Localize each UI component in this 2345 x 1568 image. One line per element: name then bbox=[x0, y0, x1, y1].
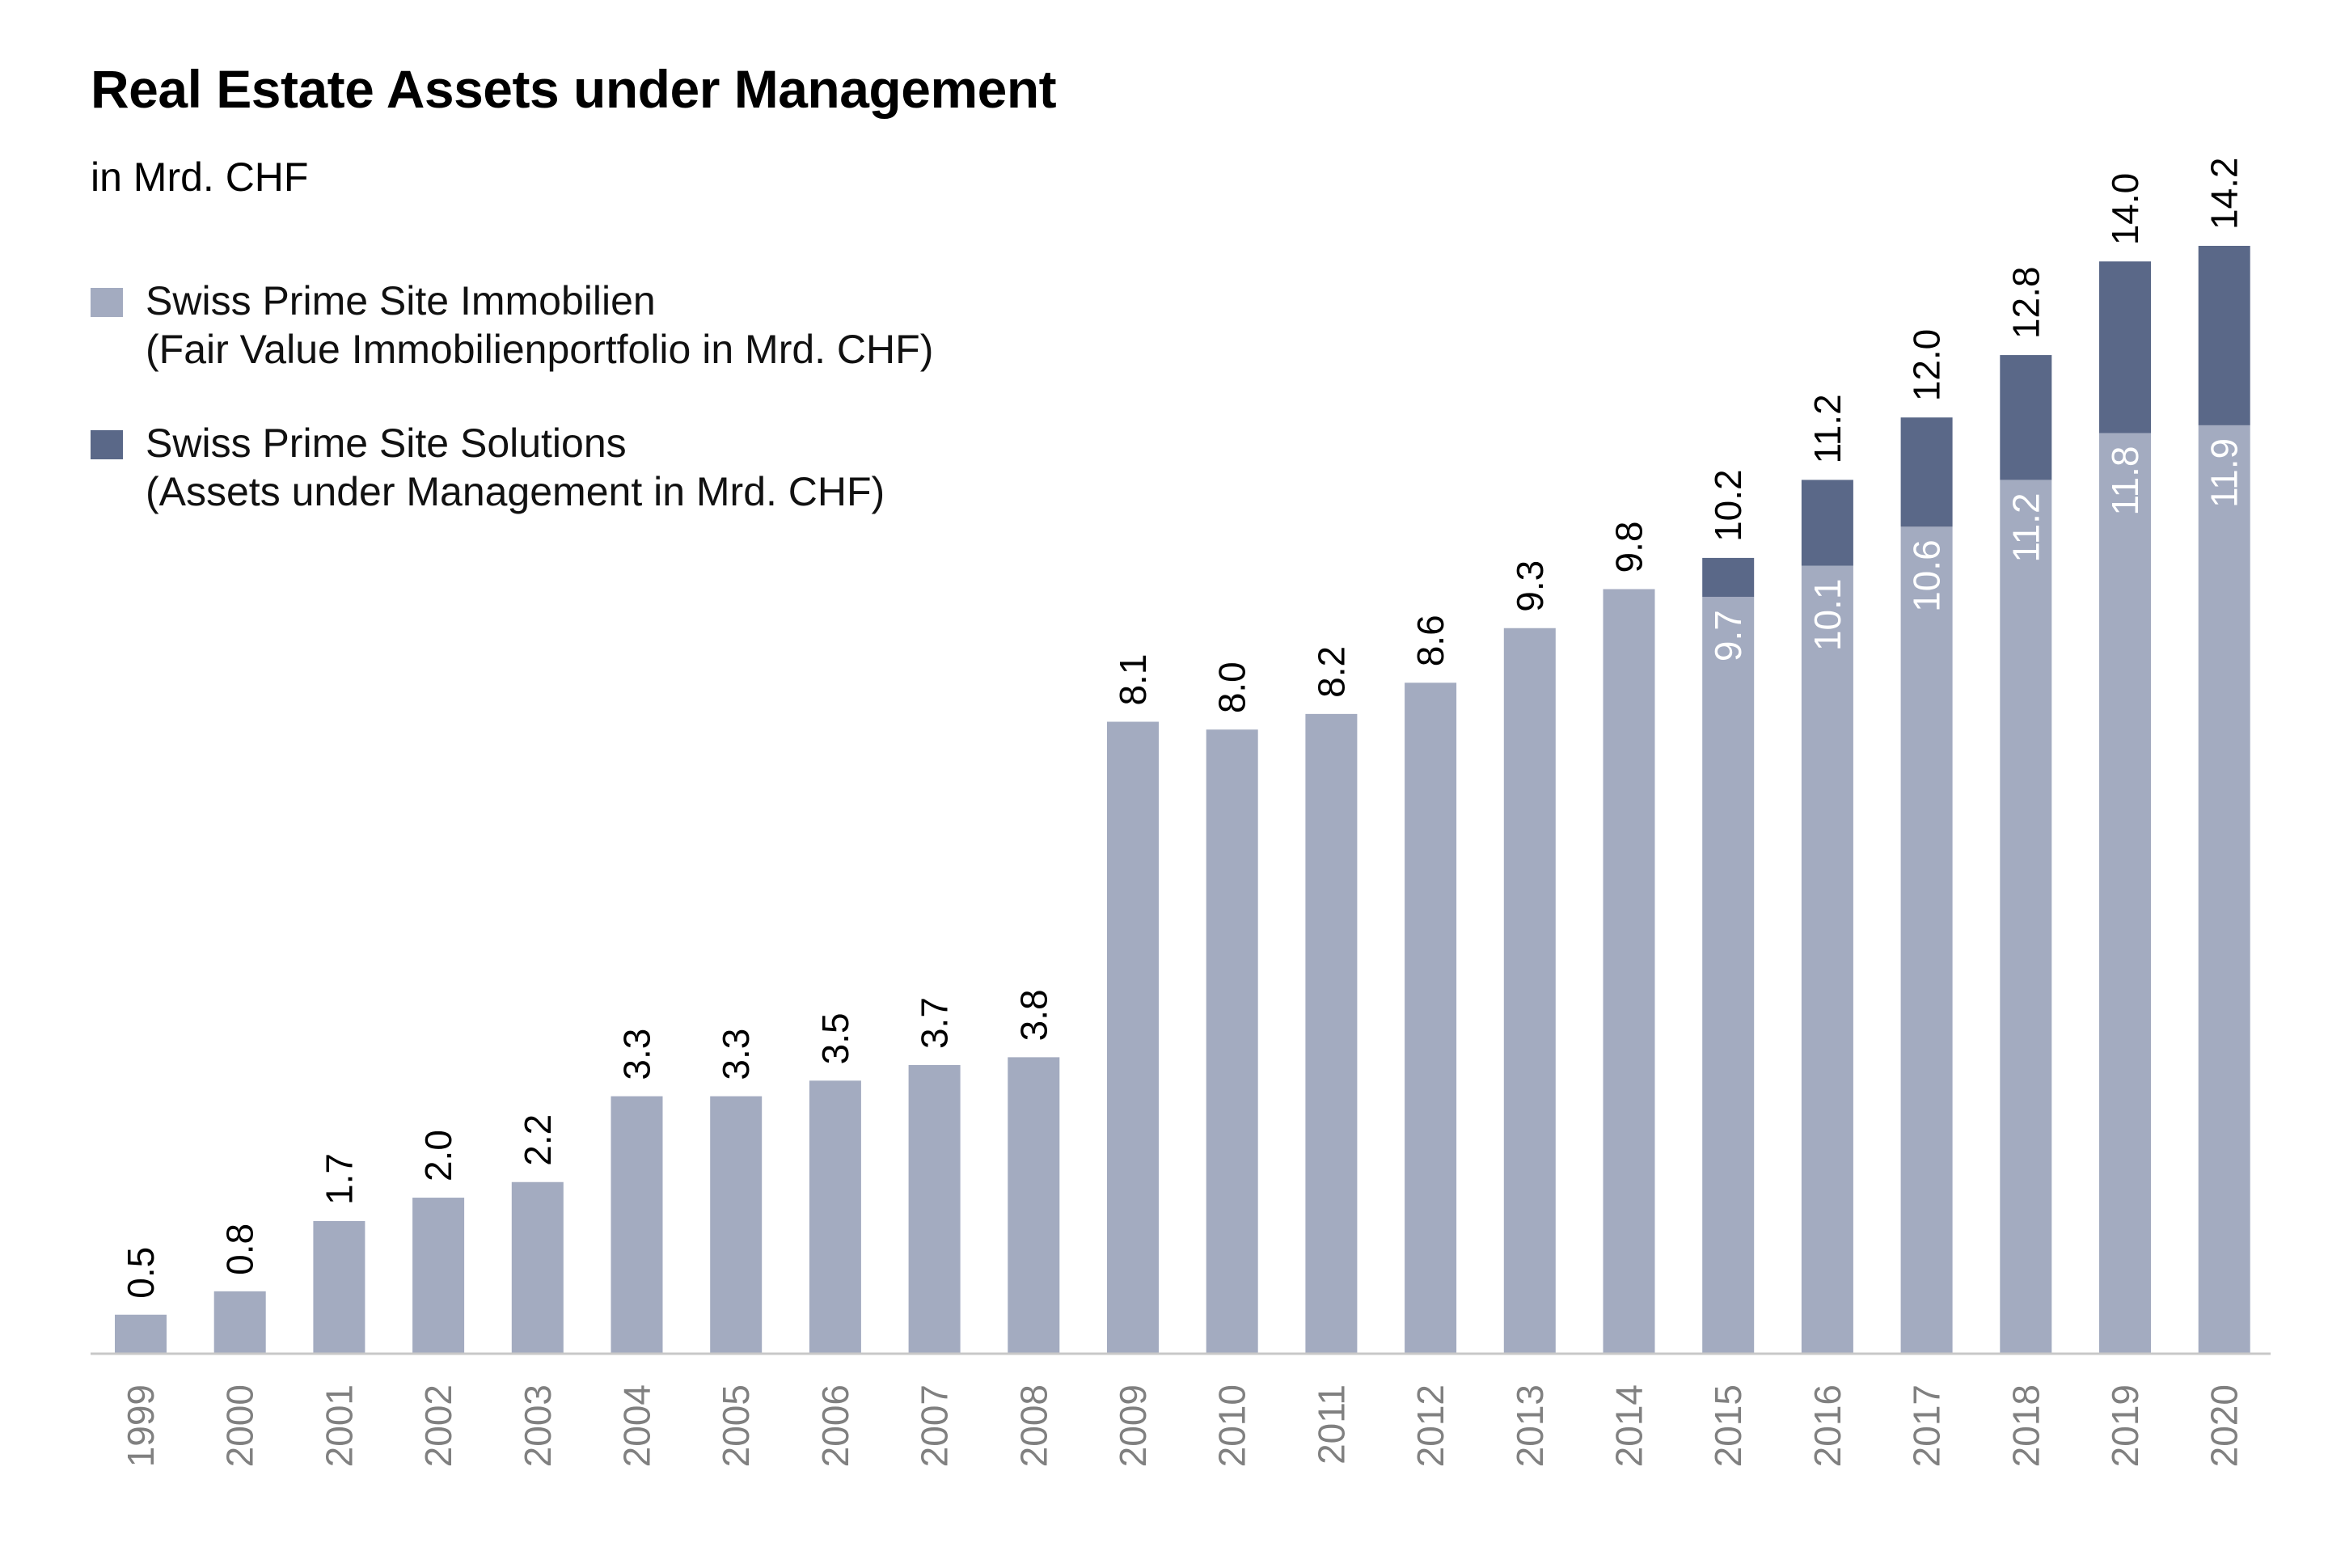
bar-immobilien-2015 bbox=[1702, 597, 1755, 1354]
total-value-label-2018: 12.8 bbox=[2005, 267, 2047, 340]
x-tick-label-2000: 2000 bbox=[219, 1384, 261, 1467]
legend-swatch-solutions bbox=[91, 430, 123, 459]
x-tick-label-2016: 2016 bbox=[1806, 1384, 1849, 1467]
x-tick-label-2002: 2002 bbox=[417, 1384, 459, 1467]
x-tick-label-2005: 2005 bbox=[715, 1384, 757, 1467]
total-value-label-2016: 11.2 bbox=[1806, 394, 1849, 463]
chart-subtitle: in Mrd. CHF bbox=[91, 154, 309, 200]
x-tick-label-2009: 2009 bbox=[1112, 1384, 1154, 1467]
bar-solutions-2017 bbox=[1900, 417, 1953, 527]
x-tick-label-2017: 2017 bbox=[1906, 1384, 1948, 1467]
legend-label-solutions: Swiss Prime Site Solutions (Assets under… bbox=[146, 419, 885, 516]
bar-immobilien-2014 bbox=[1603, 589, 1655, 1354]
inner-value-label-2020: 11.9 bbox=[2203, 438, 2246, 508]
bar-immobilien-2020 bbox=[2198, 425, 2250, 1355]
inner-value-label-2019: 11.8 bbox=[2104, 446, 2146, 516]
bar-immobilien-2008 bbox=[1008, 1057, 1060, 1354]
bar-immobilien-2017 bbox=[1900, 526, 1953, 1354]
total-value-label-2009: 8.1 bbox=[1112, 654, 1154, 706]
x-tick-label-2004: 2004 bbox=[616, 1384, 658, 1467]
legend-label-immobilien: Swiss Prime Site Immobilien (Fair Value … bbox=[146, 277, 933, 374]
inner-value-label-2016: 10.1 bbox=[1806, 579, 1849, 652]
bar-solutions-2015 bbox=[1702, 557, 1755, 598]
total-value-label-2013: 9.3 bbox=[1509, 560, 1551, 612]
x-tick-label-2007: 2007 bbox=[914, 1384, 956, 1467]
bar-immobilien-2006 bbox=[809, 1080, 861, 1354]
x-tick-label-2001: 2001 bbox=[318, 1384, 360, 1467]
bar-immobilien-2019 bbox=[2099, 433, 2151, 1354]
bar-immobilien-2012 bbox=[1405, 683, 1457, 1354]
x-tick-label-1999: 1999 bbox=[120, 1384, 162, 1467]
x-tick-label-2008: 2008 bbox=[1012, 1384, 1054, 1467]
total-value-label-2004: 3.3 bbox=[616, 1029, 658, 1080]
bar-solutions-2020 bbox=[2198, 246, 2250, 425]
total-value-label-2017: 12.0 bbox=[1906, 329, 1948, 402]
x-tick-label-2019: 2019 bbox=[2104, 1384, 2146, 1467]
bar-immobilien-2005 bbox=[710, 1096, 763, 1354]
total-value-label-2002: 2.0 bbox=[417, 1130, 459, 1181]
bar-solutions-2016 bbox=[1801, 480, 1853, 566]
bar-immobilien-2009 bbox=[1107, 721, 1159, 1354]
inner-value-label-2017: 10.6 bbox=[1906, 539, 1948, 612]
chart-title: Real Estate Assets under Management bbox=[91, 59, 1057, 119]
bar-immobilien-2016 bbox=[1801, 565, 1853, 1354]
legend-label-solutions-line1: Swiss Prime Site Solutions bbox=[146, 421, 627, 466]
bar-immobilien-2013 bbox=[1503, 628, 1556, 1354]
total-value-label-2010: 8.0 bbox=[1211, 661, 1253, 713]
bar-immobilien-2003 bbox=[511, 1181, 564, 1354]
bar-immobilien-2002 bbox=[412, 1198, 465, 1354]
bar-immobilien-1999 bbox=[115, 1314, 167, 1354]
x-tick-label-2012: 2012 bbox=[1409, 1384, 1451, 1467]
bar-immobilien-2010 bbox=[1206, 729, 1258, 1354]
total-value-label-2011: 8.2 bbox=[1310, 646, 1352, 698]
legend-label-immobilien-line1: Swiss Prime Site Immobilien bbox=[146, 278, 656, 323]
x-tick-label-2020: 2020 bbox=[2203, 1384, 2246, 1467]
total-value-label-2014: 9.8 bbox=[1608, 522, 1650, 573]
bar-immobilien-2000 bbox=[213, 1291, 266, 1354]
total-value-label-2000: 0.8 bbox=[219, 1224, 261, 1275]
bar-solutions-2019 bbox=[2099, 261, 2151, 433]
total-value-label-2001: 1.7 bbox=[318, 1153, 360, 1205]
bar-immobilien-2011 bbox=[1305, 713, 1358, 1354]
inner-value-label-2018: 11.2 bbox=[2005, 492, 2047, 562]
x-tick-label-2003: 2003 bbox=[517, 1384, 559, 1467]
total-value-label-2006: 3.5 bbox=[814, 1012, 856, 1064]
x-tick-label-2015: 2015 bbox=[1707, 1384, 1749, 1467]
total-value-label-2015: 10.2 bbox=[1707, 469, 1749, 542]
bar-immobilien-2004 bbox=[611, 1096, 663, 1354]
x-tick-label-2006: 2006 bbox=[814, 1384, 856, 1467]
bar-immobilien-2001 bbox=[313, 1220, 365, 1354]
bar-solutions-2018 bbox=[2000, 355, 2052, 480]
total-value-label-2003: 2.2 bbox=[517, 1114, 559, 1166]
total-value-label-2012: 8.6 bbox=[1409, 615, 1451, 666]
total-value-label-2019: 14.0 bbox=[2104, 173, 2146, 246]
legend-label-solutions-line2: (Assets under Management in Mrd. CHF) bbox=[146, 469, 885, 514]
x-tick-label-2013: 2013 bbox=[1509, 1384, 1551, 1467]
total-value-label-2007: 3.7 bbox=[914, 997, 956, 1049]
legend-label-immobilien-line2: (Fair Value Immobilienportfolio in Mrd. … bbox=[146, 327, 934, 372]
bar-immobilien-2018 bbox=[2000, 480, 2052, 1354]
bar-immobilien-2007 bbox=[908, 1065, 961, 1354]
total-value-label-2020: 14.2 bbox=[2203, 157, 2246, 230]
total-value-label-2005: 3.3 bbox=[715, 1029, 757, 1080]
x-tick-label-2014: 2014 bbox=[1608, 1384, 1650, 1467]
legend-swatch-immobilien bbox=[91, 288, 123, 317]
total-value-label-2008: 3.8 bbox=[1012, 989, 1054, 1041]
inner-value-label-2015: 9.7 bbox=[1707, 610, 1749, 661]
x-tick-label-2018: 2018 bbox=[2005, 1384, 2047, 1467]
x-tick-label-2011: 2011 bbox=[1310, 1384, 1352, 1464]
x-tick-label-2010: 2010 bbox=[1211, 1384, 1253, 1467]
total-value-label-1999: 0.5 bbox=[120, 1247, 162, 1299]
